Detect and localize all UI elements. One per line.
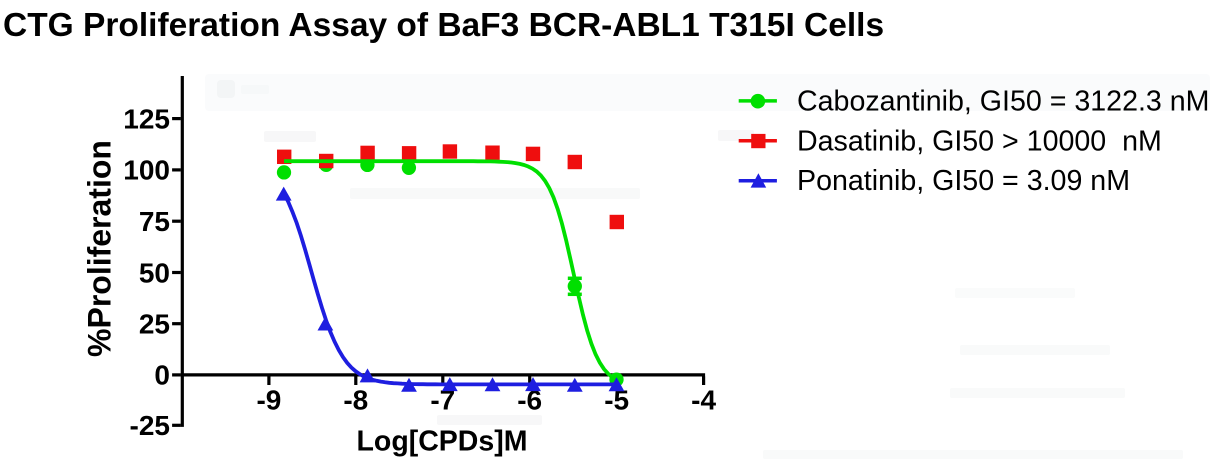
svg-text:100: 100	[123, 155, 170, 186]
svg-text:-8: -8	[343, 385, 368, 416]
svg-text:%Proliferation: %Proliferation	[82, 140, 118, 357]
svg-text:-25: -25	[130, 410, 170, 441]
svg-text:75: 75	[139, 206, 170, 237]
svg-text:125: 125	[123, 103, 170, 134]
svg-text:Dasatinib, GI50 > 10000 nM: Dasatinib, GI50 > 10000 nM	[797, 125, 1162, 157]
svg-text:Ponatinib, GI50 = 3.09 nM: Ponatinib, GI50 = 3.09 nM	[797, 165, 1130, 197]
svg-text:Log[CPDs]M: Log[CPDs]M	[357, 425, 528, 457]
svg-text:Cabozantinib, GI50 = 3122.3 nM: Cabozantinib, GI50 = 3122.3 nM	[797, 86, 1210, 118]
svg-text:-4: -4	[691, 385, 716, 416]
svg-text:0: 0	[154, 360, 170, 391]
svg-text:50: 50	[139, 257, 170, 288]
svg-text:CTG Proliferation Assay of BaF: CTG Proliferation Assay of BaF3 BCR-ABL1…	[3, 7, 884, 44]
svg-text:25: 25	[139, 309, 170, 340]
svg-text:-9: -9	[256, 385, 281, 416]
